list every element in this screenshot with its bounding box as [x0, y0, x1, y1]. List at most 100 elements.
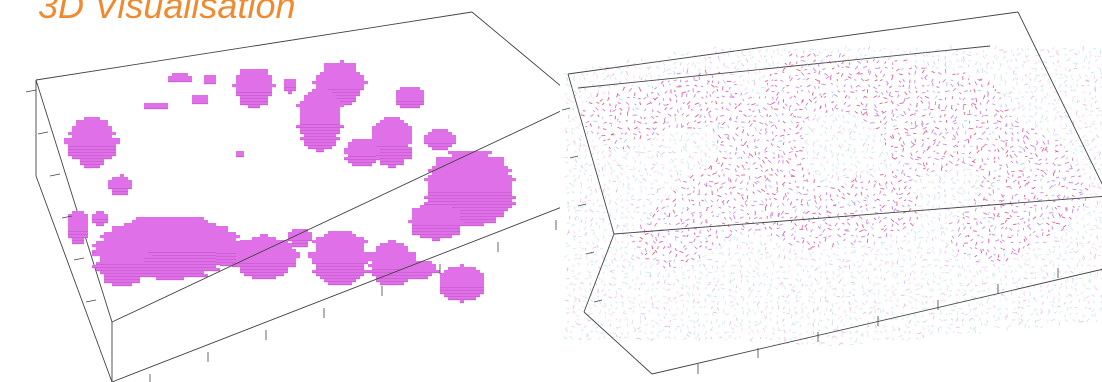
field-arrow [592, 66, 594, 70]
field-arrow [693, 238, 696, 243]
field-arrow [1012, 77, 1016, 82]
field-arrow [736, 165, 740, 168]
field-arrow [786, 192, 790, 195]
field-arrow [650, 233, 654, 238]
field-arrow [804, 68, 808, 71]
field-arrow [910, 121, 913, 125]
field-arrow [1089, 113, 1092, 117]
voxel-shade [144, 108, 168, 109]
field-arrow [574, 164, 577, 167]
field-arrow [811, 162, 815, 165]
field-arrow [723, 216, 727, 220]
voxel-slab [104, 277, 140, 281]
field-arrow [627, 210, 630, 213]
field-arrow [752, 309, 754, 312]
field-arrow [691, 156, 694, 160]
arrow-field [563, 44, 1102, 346]
field-arrow [956, 80, 960, 85]
voxel-shade [432, 149, 448, 150]
voxel-slab [440, 285, 484, 289]
field-arrow [763, 327, 766, 332]
field-arrow [710, 336, 713, 340]
field-arrow [826, 281, 832, 285]
field-arrow [656, 260, 660, 266]
field-arrow [697, 68, 701, 72]
field-arrow [854, 317, 858, 322]
field-arrow [886, 261, 890, 264]
field-arrow [1054, 149, 1059, 153]
field-arrow [668, 125, 671, 128]
field-arrow [813, 59, 816, 63]
field-arrow [577, 209, 582, 212]
field-arrow [934, 157, 939, 161]
field-arrow [1064, 54, 1068, 56]
field-arrow [712, 311, 718, 314]
field-arrow [952, 181, 957, 185]
field-arrow [602, 188, 606, 192]
field-arrow [876, 308, 880, 311]
voxel-shade [316, 266, 364, 267]
vector-field-panel [548, 0, 1102, 382]
field-arrow [1031, 266, 1035, 269]
field-arrow [1051, 207, 1054, 211]
field-arrow [832, 168, 834, 172]
field-arrow [1040, 49, 1045, 51]
field-arrow [855, 170, 858, 175]
field-arrow [611, 170, 615, 172]
field-arrow [1034, 105, 1038, 110]
field-arrow [1017, 248, 1020, 253]
field-arrow [971, 160, 976, 164]
voxel-slab [396, 99, 424, 103]
field-arrow [1076, 294, 1080, 297]
field-arrow [598, 276, 601, 281]
voxel-slab [240, 102, 268, 106]
field-arrow [722, 229, 724, 232]
field-arrow [966, 222, 971, 225]
field-arrow [679, 294, 684, 297]
field-arrow [784, 193, 787, 197]
field-arrow [584, 168, 588, 172]
field-arrow [836, 85, 839, 88]
field-arrow [983, 268, 988, 272]
field-arrow [674, 214, 678, 217]
field-arrow [725, 107, 730, 112]
field-arrow [983, 198, 988, 201]
field-arrow [796, 262, 800, 267]
field-arrow [662, 62, 666, 66]
field-arrow [624, 216, 628, 219]
voxel-shade [460, 302, 464, 303]
field-arrow [850, 242, 854, 245]
field-arrow [800, 137, 804, 140]
field-arrow [1007, 324, 1012, 328]
voxel-shade [288, 93, 292, 94]
field-arrow [860, 181, 864, 184]
field-arrow [1075, 83, 1079, 88]
field-arrow [977, 290, 981, 293]
field-arrow [865, 79, 870, 82]
field-arrow [1035, 74, 1041, 77]
field-arrow [604, 194, 607, 199]
field-arrow [662, 133, 664, 136]
field-arrow [566, 205, 571, 208]
field-arrow [861, 235, 866, 238]
field-arrow [826, 334, 830, 338]
field-arrow [892, 199, 896, 204]
field-arrow [771, 272, 774, 275]
field-arrow [710, 100, 714, 103]
field-arrow [964, 138, 969, 142]
field-arrow [1057, 264, 1060, 267]
field-arrow [595, 188, 597, 193]
field-arrow [1011, 132, 1014, 136]
field-arrow [656, 189, 659, 194]
field-arrow [1054, 206, 1058, 210]
field-arrow [734, 103, 737, 106]
field-arrow [683, 264, 687, 267]
field-arrow [719, 186, 723, 189]
field-arrow [568, 215, 571, 220]
field-arrow [902, 258, 906, 262]
field-arrow [902, 147, 904, 152]
field-arrow [910, 264, 915, 267]
voxel-slab [436, 163, 504, 167]
field-arrow [807, 248, 812, 250]
field-arrow [914, 297, 918, 302]
